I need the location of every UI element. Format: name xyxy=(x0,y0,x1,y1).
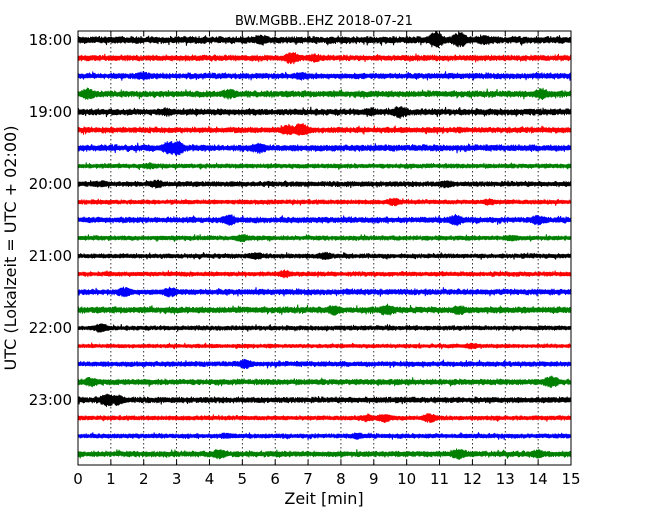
grid-lines xyxy=(110,31,539,465)
x-tick-label: 4 xyxy=(205,470,215,488)
x-tick-label: 6 xyxy=(270,470,280,488)
x-axis-ticks: 0 1 2 3 4 5 6 7 8 9 10 11 12 13 14 15 xyxy=(73,31,581,488)
plot-frame xyxy=(77,30,572,466)
x-tick-label: 15 xyxy=(561,470,580,488)
y-tick-label: 22:00 xyxy=(29,319,72,337)
trace-18-15 xyxy=(77,52,572,65)
x-tick-label: 0 xyxy=(73,470,83,488)
y-tick-label: 19:00 xyxy=(29,103,72,121)
x-tick-label: 14 xyxy=(529,470,548,488)
trace-18-45 xyxy=(77,87,572,100)
y-tick-label: 18:00 xyxy=(29,31,72,49)
y-axis-label: UTC (Lokalzeit = UTC + 02:00) xyxy=(1,126,20,371)
x-tick-label: 8 xyxy=(336,470,346,488)
trace-21-30 xyxy=(77,286,572,298)
y-tick-label: 20:00 xyxy=(29,175,72,193)
trace-20-30 xyxy=(77,213,572,227)
x-tick-label: 1 xyxy=(106,470,116,488)
trace-19-45 xyxy=(77,162,572,170)
x-tick-label: 13 xyxy=(496,470,515,488)
y-axis-ticks: 18:00 19:00 20:00 21:00 22:00 23:00 xyxy=(29,31,571,409)
trace-19-00 xyxy=(77,106,572,119)
x-tick-label: 7 xyxy=(303,470,313,488)
trace-23-45 xyxy=(77,448,572,461)
x-tick-label: 5 xyxy=(238,470,248,488)
x-tick-label: 12 xyxy=(463,470,482,488)
trace-23-30 xyxy=(77,432,572,440)
trace-22-00 xyxy=(77,323,572,333)
trace-22-45 xyxy=(77,375,572,389)
trace-21-00 xyxy=(77,251,572,260)
x-axis-label: Zeit [min] xyxy=(284,489,363,508)
x-tick-label: 11 xyxy=(430,470,449,488)
trace-21-45 xyxy=(77,303,572,316)
x-tick-label: 10 xyxy=(397,470,416,488)
trace-18-00 xyxy=(77,30,572,48)
trace-18-30 xyxy=(77,71,572,81)
trace-22-30 xyxy=(77,358,572,370)
trace-20-45 xyxy=(77,234,572,243)
trace-group xyxy=(77,30,572,461)
trace-19-30 xyxy=(77,140,572,156)
y-tick-label: 21:00 xyxy=(29,247,72,265)
trace-19-15 xyxy=(77,123,572,136)
x-tick-label: 9 xyxy=(369,470,379,488)
x-tick-label: 2 xyxy=(139,470,149,488)
trace-20-00 xyxy=(77,179,572,189)
chart-title: BW.MGBB..EHZ 2018-07-21 xyxy=(235,14,413,29)
trace-20-15 xyxy=(77,197,572,207)
x-tick-label: 3 xyxy=(172,470,182,488)
trace-23-00 xyxy=(77,393,572,407)
y-tick-label: 23:00 xyxy=(29,391,72,409)
